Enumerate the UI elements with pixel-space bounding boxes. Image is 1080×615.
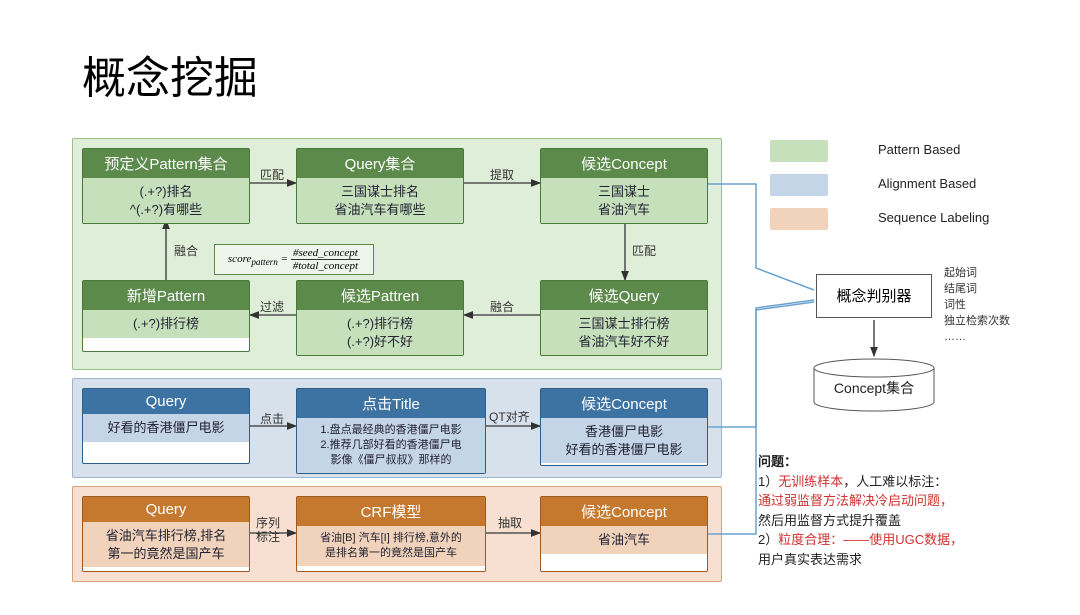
node-body: (.+?)排行榜(.+?)好不好	[297, 310, 463, 355]
legend-swatch-alignment	[770, 174, 828, 196]
edge-label: 过滤	[260, 300, 284, 314]
node-head: 候选Concept	[541, 497, 707, 526]
node-predefined-pattern: 预定义Pattern集合 (.+?)排名^(.+?)有哪些	[82, 148, 250, 224]
edge-label: 抽取	[498, 516, 522, 530]
legend-label-sequence: Sequence Labeling	[878, 210, 989, 225]
edge-label: 融合	[490, 300, 514, 314]
node-body: 三国谋士排行榜省油汽车好不好	[541, 310, 707, 355]
issues-text: 问题： 1）无训练样本，人工难以标注：通过弱监督方法解决冷启动问题，然后用监督方…	[758, 452, 963, 569]
edge-label: QT对齐	[489, 410, 530, 424]
db-label: Concept集合	[810, 378, 938, 398]
node-body: 三国谋士排名省油汽车有哪些	[297, 178, 463, 223]
node-body: 香港僵尸电影好看的香港僵尸电影	[541, 418, 707, 463]
edge-label: 匹配	[260, 168, 284, 182]
node-head: Query	[83, 389, 249, 414]
node-head: 候选Pattren	[297, 281, 463, 310]
node-crf-model: CRF模型 省油[B] 汽车[I] 排行榜,意外的是排名第一的竟然是国产车	[296, 496, 486, 572]
node-candidate-concept-g: 候选Concept 三国谋士省油汽车	[540, 148, 708, 224]
node-body: 省油汽车	[541, 526, 707, 554]
node-candidate-concept-o: 候选Concept 省油汽车	[540, 496, 708, 572]
node-head: Query集合	[297, 149, 463, 178]
node-query-set: Query集合 三国谋士排名省油汽车有哪些	[296, 148, 464, 224]
node-body: (.+?)排名^(.+?)有哪些	[83, 178, 249, 223]
legend-label-pattern: Pattern Based	[878, 142, 960, 157]
legend-label-alignment: Alignment Based	[878, 176, 976, 191]
node-candidate-pattern: 候选Pattren (.+?)排行榜(.+?)好不好	[296, 280, 464, 356]
discriminator-notes: 起始词结尾词词性独立检索次数……	[944, 266, 1010, 346]
concept-discriminator: 概念判别器	[816, 274, 932, 318]
legend-swatch-sequence	[770, 208, 828, 230]
node-candidate-query: 候选Query 三国谋士排行榜省油汽车好不好	[540, 280, 708, 356]
edge-label: 点击	[260, 412, 284, 426]
node-head: 候选Query	[541, 281, 707, 310]
node-head: 候选Concept	[541, 389, 707, 418]
node-head: CRF模型	[297, 497, 485, 526]
node-head: 新增Pattern	[83, 281, 249, 310]
node-body: 省油汽车排行榜,排名第一的竟然是国产车	[83, 522, 249, 567]
node-body: 好看的香港僵尸电影	[83, 414, 249, 442]
edge-label: 提取	[490, 168, 514, 182]
legend-swatch-pattern	[770, 140, 828, 162]
node-body: 1.盘点最经典的香港僵尸电影2.推荐几部好看的香港僵尸电影像《僵尸叔叔》那样的	[297, 418, 485, 473]
node-body: 三国谋士省油汽车	[541, 178, 707, 223]
node-head: Query	[83, 497, 249, 522]
node-query-blue: Query 好看的香港僵尸电影	[82, 388, 250, 464]
node-query-orange: Query 省油汽车排行榜,排名第一的竟然是国产车	[82, 496, 250, 572]
edge-label: 序列标注	[256, 516, 280, 545]
node-candidate-concept-b: 候选Concept 香港僵尸电影好看的香港僵尸电影	[540, 388, 708, 466]
score-formula: scorepattern = #seed_concept #total_conc…	[214, 244, 374, 275]
page-title: 概念挖掘	[82, 42, 258, 106]
node-new-pattern: 新增Pattern (.+?)排行榜	[82, 280, 250, 352]
node-head: 点击Title	[297, 389, 485, 418]
concept-collection-db-icon: Concept集合	[810, 358, 938, 410]
node-body: 省油[B] 汽车[I] 排行榜,意外的是排名第一的竟然是国产车	[297, 526, 485, 566]
edge-label: 融合	[174, 244, 198, 258]
node-head: 候选Concept	[541, 149, 707, 178]
node-body: (.+?)排行榜	[83, 310, 249, 338]
node-click-title: 点击Title 1.盘点最经典的香港僵尸电影2.推荐几部好看的香港僵尸电影像《僵…	[296, 388, 486, 474]
node-head: 预定义Pattern集合	[83, 149, 249, 178]
edge-label: 匹配	[632, 244, 656, 258]
